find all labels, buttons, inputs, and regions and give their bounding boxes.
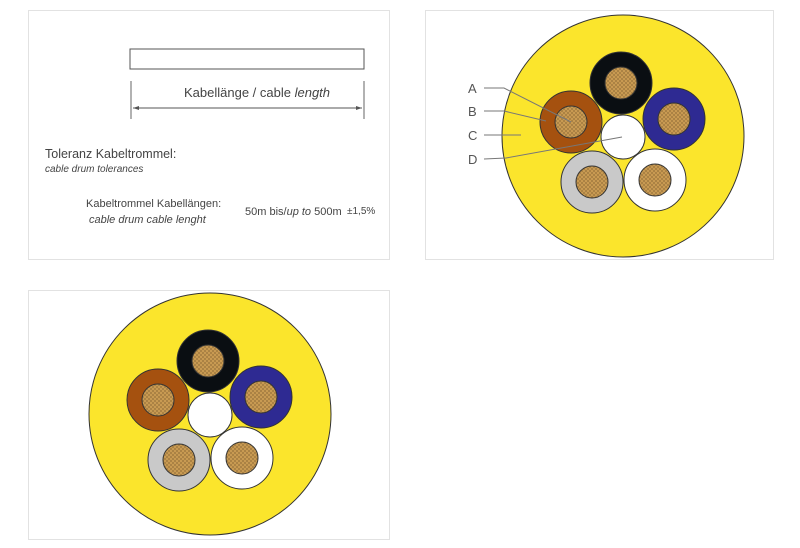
core-blue-conductor <box>244 380 278 414</box>
length-range: 50m bis/up to 500m <box>245 206 342 218</box>
label-b: B <box>468 104 477 119</box>
tolerance-subtitle: cable drum tolerances <box>45 164 144 175</box>
core-black-conductor <box>191 344 225 378</box>
label-a: A <box>468 81 477 96</box>
core-gray-conductor <box>575 165 609 199</box>
core-brown-conductor <box>141 383 175 417</box>
label-d: D <box>468 152 477 167</box>
core-white-conductor <box>638 163 672 197</box>
core-gray-conductor <box>162 443 196 477</box>
cable-length-tolerance-panel: Kabellänge / cable length Toleranz Kabel… <box>28 10 390 260</box>
drum-length-sublabel: cable drum cable lenght <box>89 214 206 226</box>
leader-line-b <box>484 110 547 122</box>
cable-bar <box>129 48 365 70</box>
core-black-conductor <box>604 66 638 100</box>
cable-cross-section <box>88 292 332 536</box>
center-filler <box>187 392 233 438</box>
center-filler <box>600 114 646 160</box>
length-dimension-drawing <box>129 48 365 119</box>
tolerance-title: Toleranz Kabeltrommel: <box>45 147 177 161</box>
core-blue-conductor <box>657 102 691 136</box>
arrow-right-icon <box>356 106 362 110</box>
drum-length-label: Kabeltrommel Kabellängen: <box>86 198 222 210</box>
core-white-conductor <box>225 441 259 475</box>
leader-line-a <box>484 87 572 123</box>
cross-section-panel <box>28 290 390 540</box>
leader-line-d <box>483 136 623 160</box>
cable-length-label: Kabellänge / cable length <box>184 85 331 100</box>
arrow-left-icon <box>133 106 139 110</box>
tolerance-value: ±1,5% <box>347 206 376 217</box>
label-c: C <box>468 128 477 143</box>
